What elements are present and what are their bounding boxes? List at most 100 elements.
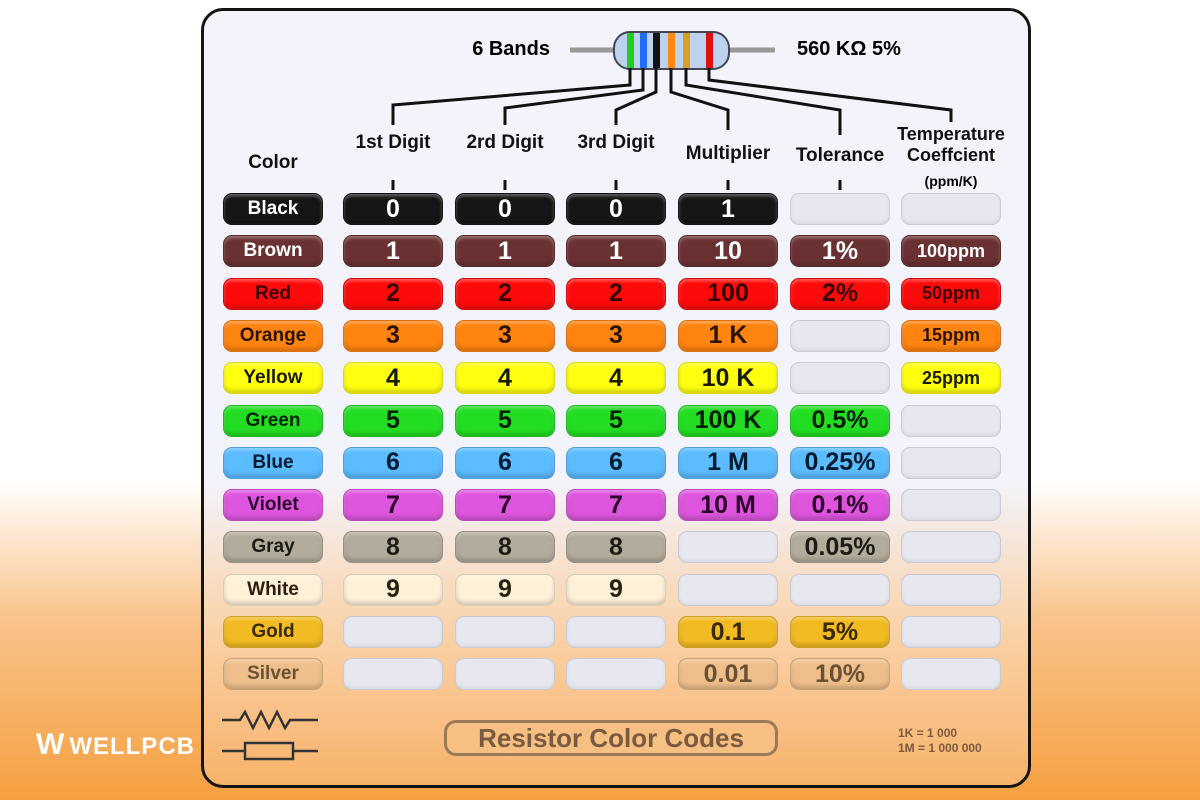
code-cell: 1 M: [678, 446, 778, 479]
empty-cell: [901, 573, 1001, 606]
resistor-symbols: [222, 709, 318, 761]
code-cell: 3: [455, 319, 555, 352]
code-cell: 5%: [790, 616, 890, 648]
code-cell: 1: [678, 193, 778, 225]
empty-cell: [901, 531, 1001, 564]
band: [653, 33, 660, 68]
code-cell: 25ppm: [901, 362, 1001, 395]
code-cell: 2: [566, 277, 666, 310]
code-cell: 2%: [790, 277, 890, 310]
bands-label: 6 Bands: [472, 38, 550, 60]
column-header: Temperature Coeffcient: [897, 124, 1005, 165]
code-cell: 5: [455, 404, 555, 437]
empty-cell: [566, 658, 666, 691]
band: [668, 33, 675, 68]
note-k: 1K = 1 000: [898, 726, 958, 740]
code-cell: 6: [455, 446, 555, 479]
code-cell: 100ppm: [901, 235, 1001, 268]
band: [627, 33, 634, 68]
example-value: 560 KΩ 5%: [797, 38, 901, 60]
code-cell: 5: [343, 404, 443, 437]
color-name: Black: [223, 193, 323, 225]
empty-cell: [455, 658, 555, 691]
empty-cell: [455, 616, 555, 648]
temperature-unit: (ppm/K): [924, 173, 978, 189]
code-cell: 10: [678, 235, 778, 268]
empty-cell: [901, 446, 1001, 479]
code-cell: 8: [455, 531, 555, 564]
empty-cell: [343, 616, 443, 648]
code-cell: 10%: [790, 658, 890, 691]
code-cell: 0.01: [678, 658, 778, 691]
connector-lines: [391, 68, 953, 135]
code-cell: 7: [566, 489, 666, 522]
empty-cell: [790, 319, 890, 352]
code-cell: 1: [455, 235, 555, 268]
empty-cell: [678, 531, 778, 564]
empty-cell: [790, 573, 890, 606]
code-cell: 4: [455, 362, 555, 395]
code-cell: 9: [455, 573, 555, 606]
code-cell: 8: [343, 531, 443, 564]
note-m: 1M = 1 000 000: [898, 741, 982, 755]
empty-cell: [790, 362, 890, 395]
code-cell: 1%: [790, 235, 890, 268]
code-cell: 7: [343, 489, 443, 522]
color-name: Red: [223, 277, 323, 310]
code-cell: 0.5%: [790, 404, 890, 437]
code-cell: 9: [566, 573, 666, 606]
code-cell: 100: [678, 277, 778, 310]
color-name: Silver: [223, 658, 323, 691]
code-cell: 9: [343, 573, 443, 606]
code-cell: 10 K: [678, 362, 778, 395]
code-cell: 0.05%: [790, 531, 890, 564]
code-cell: 10 M: [678, 489, 778, 522]
code-cell: 4: [343, 362, 443, 395]
code-cell: 0: [455, 193, 555, 225]
code-cell: 1 K: [678, 319, 778, 352]
watermark-logo: W: [36, 728, 66, 761]
code-cell: 0: [343, 193, 443, 225]
code-cell: 2: [455, 277, 555, 310]
column-header: Multiplier: [685, 143, 771, 164]
code-cell: 0.1%: [790, 489, 890, 522]
color-name: Orange: [223, 319, 323, 352]
column-header: Tolerance: [795, 145, 885, 166]
band: [683, 33, 690, 68]
code-cell: 3: [566, 319, 666, 352]
empty-cell: [901, 616, 1001, 648]
code-cell: 8: [566, 531, 666, 564]
code-cell: 6: [566, 446, 666, 479]
code-cell: 4: [566, 362, 666, 395]
code-cell: 1: [566, 235, 666, 268]
color-name: Green: [223, 404, 323, 437]
color-name: Gray: [223, 531, 323, 564]
watermark: W WELLPCB: [36, 728, 195, 762]
column-header: 1st Digit: [355, 132, 431, 153]
column-header: Color: [248, 152, 298, 173]
color-name: Violet: [223, 489, 323, 522]
empty-cell: [901, 658, 1001, 691]
code-cell: 6: [343, 446, 443, 479]
code-cell: 7: [455, 489, 555, 522]
empty-cell: [901, 404, 1001, 437]
code-cell: 5: [566, 404, 666, 437]
column-header: 3rd Digit: [577, 132, 655, 153]
color-name: Brown: [223, 235, 323, 268]
footer-title: Resistor Color Codes: [444, 720, 778, 756]
code-cell: 15ppm: [901, 319, 1001, 352]
color-name: Yellow: [223, 362, 323, 395]
code-cell: 0.25%: [790, 446, 890, 479]
empty-cell: [901, 193, 1001, 225]
empty-cell: [343, 658, 443, 691]
code-cell: 0.1: [678, 616, 778, 648]
color-name: Gold: [223, 616, 323, 648]
code-cell: 1: [343, 235, 443, 268]
column-header: 2rd Digit: [466, 132, 544, 153]
empty-cell: [566, 616, 666, 648]
band: [706, 33, 713, 68]
empty-cell: [678, 573, 778, 606]
code-cell: 2: [343, 277, 443, 310]
empty-cell: [901, 489, 1001, 522]
